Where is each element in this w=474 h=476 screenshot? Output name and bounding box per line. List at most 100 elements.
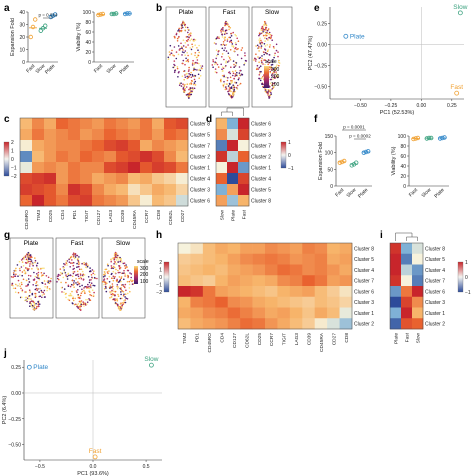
point-label: Slow xyxy=(144,356,158,363)
umap-point xyxy=(47,281,49,284)
umap-point xyxy=(269,90,272,92)
umap-point xyxy=(256,44,259,47)
heatmap-cell xyxy=(176,162,189,174)
dendrogram-branch xyxy=(221,111,233,116)
umap-point xyxy=(117,269,119,272)
heatmap-cell xyxy=(128,129,141,141)
umap-point xyxy=(119,308,121,310)
umap-point xyxy=(267,63,270,66)
umap-point xyxy=(258,39,261,41)
row-label: Cluster 5 xyxy=(425,257,445,263)
umap-point xyxy=(198,62,200,65)
umap-point xyxy=(34,257,36,259)
umap-point xyxy=(118,257,121,260)
umap-point xyxy=(212,59,214,61)
column-label: CD4 xyxy=(60,210,66,220)
umap-point xyxy=(201,65,204,67)
umap-point xyxy=(102,276,105,278)
umap-point xyxy=(65,296,67,299)
heatmap-cell xyxy=(140,118,153,130)
umap-point xyxy=(264,45,267,47)
umap-point xyxy=(110,286,112,288)
heatmap-cell xyxy=(140,129,153,141)
heatmap-cell xyxy=(390,286,402,298)
heatmap-cell xyxy=(216,151,228,163)
umap-point xyxy=(87,283,89,286)
heatmap-cell xyxy=(401,296,413,308)
umap-point xyxy=(183,89,186,91)
umap-point xyxy=(59,274,61,277)
umap-point xyxy=(31,268,33,270)
umap-point xyxy=(194,84,197,86)
umap-point xyxy=(76,266,78,269)
umap-point xyxy=(32,300,35,303)
data-point xyxy=(100,11,106,17)
umap-point xyxy=(235,46,237,49)
umap-point xyxy=(191,73,194,76)
heatmap-cell xyxy=(238,195,250,207)
umap-point xyxy=(220,63,222,66)
umap-point xyxy=(271,88,274,90)
point-label: Plate xyxy=(33,364,48,371)
heatmap-cell xyxy=(289,296,303,308)
umap-point xyxy=(266,53,268,55)
umap-point xyxy=(188,92,190,95)
umap-point xyxy=(220,29,222,32)
umap-point xyxy=(267,49,270,51)
umap-point xyxy=(111,257,114,260)
umap-b-scale-bar xyxy=(264,66,269,88)
heatmap-cell xyxy=(401,275,413,287)
umap-point xyxy=(220,28,223,31)
umap-point xyxy=(180,29,183,32)
x-tick-label: Fast xyxy=(408,187,420,199)
heatmap-cell xyxy=(116,173,129,185)
row-label: Cluster 6 xyxy=(425,289,445,295)
umap-point xyxy=(255,53,257,55)
umap-point xyxy=(107,264,109,267)
umap-point xyxy=(271,60,274,63)
heatmap-cell xyxy=(202,243,216,255)
umap-point xyxy=(105,290,108,293)
umap-point xyxy=(78,268,81,271)
umap-point xyxy=(234,73,237,75)
umap-point xyxy=(269,44,271,46)
row-label: Cluster 6 xyxy=(354,289,374,295)
umap-point xyxy=(221,70,224,72)
heatmap-cell xyxy=(92,162,105,174)
heatmap-cell xyxy=(238,173,250,185)
umap-point xyxy=(41,294,44,296)
umap-point xyxy=(188,66,190,69)
heatmap-cell xyxy=(128,162,141,174)
umap-point xyxy=(198,44,200,47)
umap-point xyxy=(87,298,89,301)
heatmap-cell xyxy=(215,275,229,287)
x-tick-label: Plate xyxy=(118,63,130,75)
column-label: CD45RO xyxy=(24,210,30,230)
umap-point xyxy=(224,39,226,41)
heatmap-cell xyxy=(227,173,239,185)
heatmap-cell xyxy=(152,151,165,163)
umap-point xyxy=(19,269,21,272)
umap-point xyxy=(190,87,192,89)
heatmap-cell xyxy=(390,307,402,319)
umap-point xyxy=(80,305,82,308)
umap-point xyxy=(77,258,79,261)
umap-point xyxy=(217,50,220,53)
umap-point xyxy=(20,281,23,284)
heatmap-cell xyxy=(116,184,129,196)
data-point xyxy=(122,11,128,17)
umap-point xyxy=(24,255,27,257)
umap-point xyxy=(271,39,274,41)
umap-point xyxy=(83,305,85,307)
umap-b-frame-1 xyxy=(165,6,207,108)
umap-point xyxy=(12,272,15,274)
umap-point xyxy=(244,52,246,54)
umap-point xyxy=(216,63,219,66)
umap-point xyxy=(82,301,84,303)
scale-tick-label: 0 xyxy=(11,157,14,163)
umap-point xyxy=(74,256,77,258)
umap-point xyxy=(120,276,123,278)
umap-point xyxy=(122,301,124,304)
heatmap-cell xyxy=(152,129,165,141)
umap-point xyxy=(14,287,17,290)
